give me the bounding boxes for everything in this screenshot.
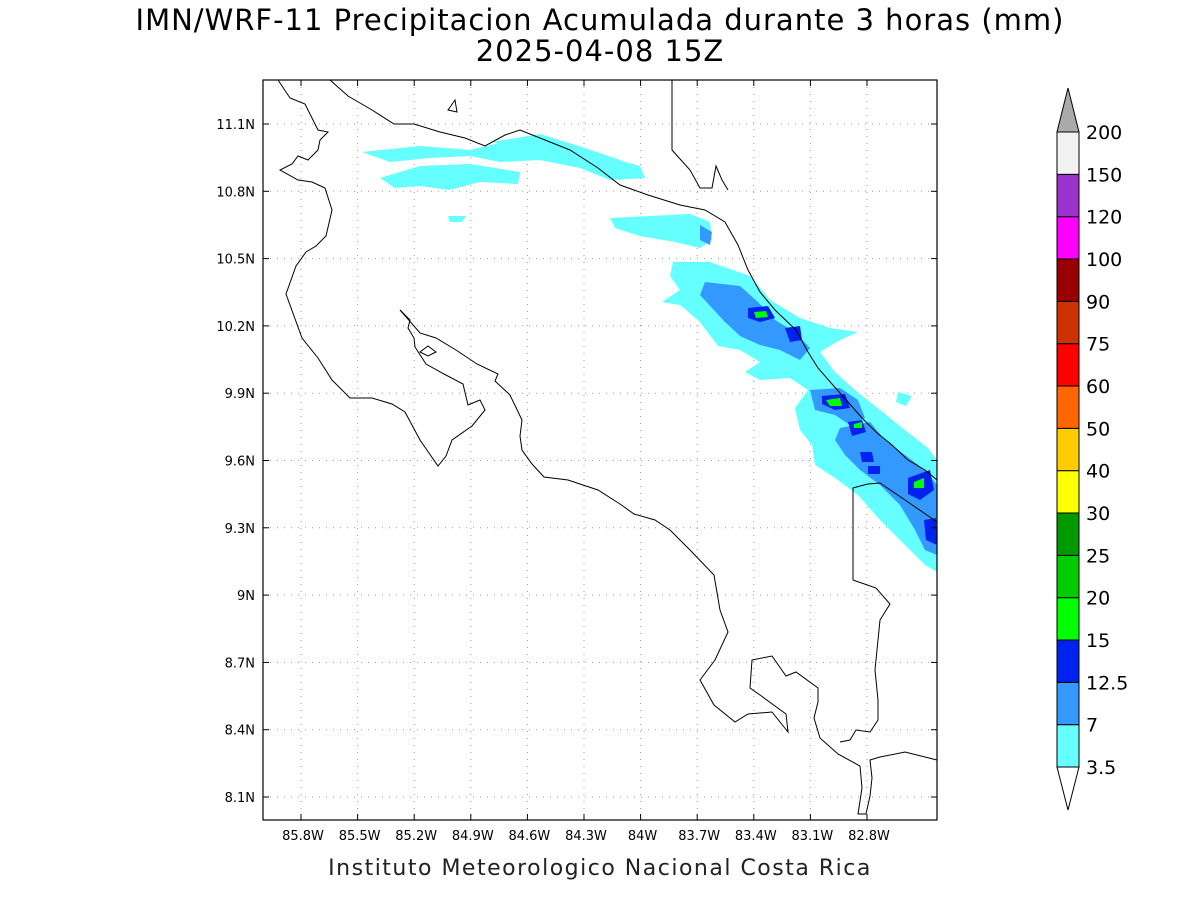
y-tick-label: 8.1N — [225, 791, 255, 806]
colorbar-bottom-arrow — [1056, 766, 1080, 811]
colorbar-label: 25 — [1086, 545, 1110, 567]
x-tick-label: 85.8W — [282, 829, 324, 844]
colorbar-label: 7 — [1086, 715, 1098, 737]
colorbar-segment — [1056, 724, 1080, 768]
colorbar-segment — [1056, 554, 1080, 599]
x-tick-label: 84.6W — [508, 829, 550, 844]
grid-lines — [263, 80, 937, 820]
colorbar-legend: 3.5 7 12.5 15 20 25 30 40 50 60 75 90 100 120 150 200 — [1056, 87, 1128, 811]
x-tick-label: 83.7W — [678, 829, 720, 844]
x-tick-label: 84.9W — [452, 829, 494, 844]
colorbar-segment — [1056, 427, 1080, 472]
colorbar-label: 75 — [1086, 334, 1110, 356]
x-tick-label: 84.3W — [565, 829, 607, 844]
y-tick-label: 9.6N — [225, 455, 255, 470]
colorbar-label: 30 — [1086, 503, 1110, 525]
x-tick-label: 84W — [628, 829, 658, 844]
colorbar-segment — [1056, 258, 1080, 302]
x-tick-label: 85.2W — [395, 829, 437, 844]
colorbar-segment — [1056, 300, 1080, 345]
colorbar-segment — [1056, 131, 1080, 175]
colorbar-label: 200 — [1086, 122, 1122, 144]
x-tick-label: 82.8W — [848, 829, 890, 844]
y-tick-label: 10.5N — [216, 253, 255, 268]
colorbar-segment — [1056, 681, 1080, 726]
colorbar-label: 40 — [1086, 461, 1110, 483]
y-tick-label: 9N — [237, 589, 255, 604]
colorbar-segment — [1056, 216, 1080, 260]
y-tick-label: 8.7N — [225, 656, 255, 671]
colorbar-label: 12.5 — [1086, 672, 1128, 694]
colorbar-label: 120 — [1086, 207, 1122, 229]
y-axis-ticks: 11.1N 10.8N 10.5N 10.2N 9.9N 9.6N 9.3N 9N 8.7N 8.… — [216, 118, 937, 806]
coastline — [277, 79, 938, 815]
credit-text: Instituto Meteorologico Nacional Costa R… — [328, 856, 872, 881]
colorbar-label: 3.5 — [1086, 757, 1116, 779]
colorbar-label: 150 — [1086, 164, 1122, 186]
y-tick-label: 9.9N — [225, 387, 255, 402]
x-tick-label: 83.4W — [735, 829, 777, 844]
y-tick-label: 10.8N — [216, 185, 255, 200]
colorbar-segment — [1056, 470, 1080, 514]
colorbar-label: 60 — [1086, 376, 1110, 398]
map-subtitle: 2025-04-08 15Z — [475, 34, 725, 68]
colorbar-segment — [1056, 173, 1080, 218]
colorbar-segment — [1056, 512, 1080, 556]
colorbar-segment — [1056, 385, 1080, 429]
y-tick-label: 10.2N — [216, 320, 255, 335]
x-axis-ticks: 85.8W 85.5W 85.2W 84.9W 84.6W 84.3W 84W 83.7W 83… — [282, 80, 890, 844]
colorbar-segment — [1056, 639, 1080, 683]
precipitation-field — [362, 134, 937, 572]
colorbar-label: 15 — [1086, 630, 1110, 652]
colorbar-top-arrow — [1056, 87, 1080, 133]
x-tick-label: 83.1W — [791, 829, 833, 844]
colorbar-label: 90 — [1086, 291, 1110, 313]
colorbar-segment — [1056, 597, 1080, 641]
y-tick-label: 11.1N — [216, 118, 255, 133]
y-tick-label: 8.4N — [225, 724, 255, 739]
map-frame — [262, 79, 938, 821]
colorbar-label: 50 — [1086, 418, 1110, 440]
y-tick-label: 9.3N — [225, 522, 255, 537]
map-title: IMN/WRF-11 Precipitacion Acumulada duran… — [135, 3, 1065, 37]
colorbar-label: 20 — [1086, 588, 1110, 610]
colorbar-segment — [1056, 343, 1080, 387]
colorbar-label: 100 — [1086, 249, 1122, 271]
x-tick-label: 85.5W — [339, 829, 381, 844]
